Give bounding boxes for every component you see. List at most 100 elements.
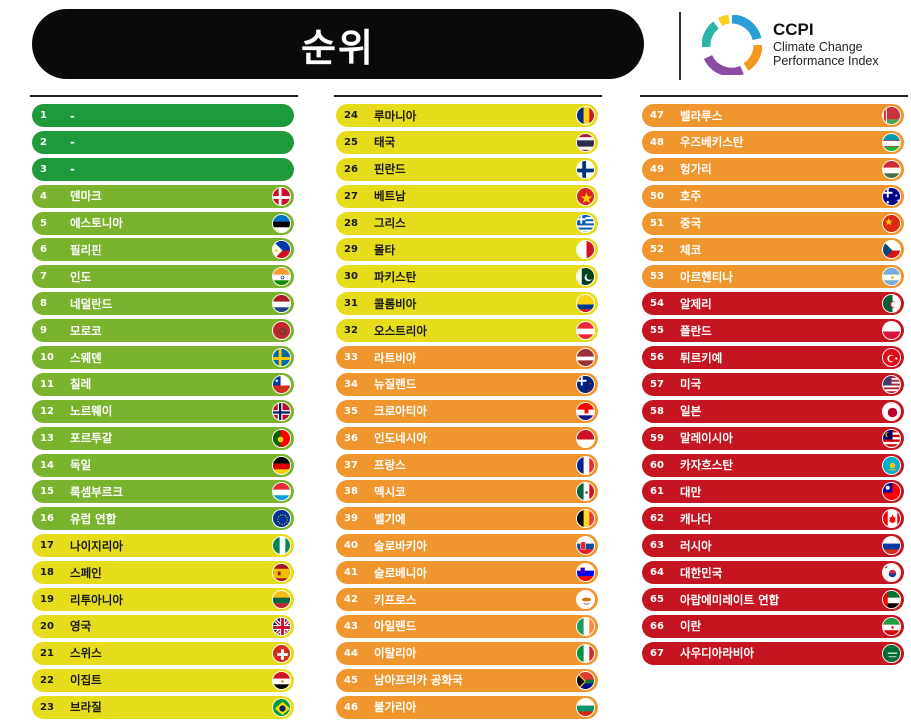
ranking-row: 25 태국 — [336, 130, 598, 154]
ranking-row: 7 인도 — [32, 265, 294, 289]
ranking-row: 26 핀란드 — [336, 157, 598, 181]
rank-number: 25 — [344, 136, 358, 148]
turkey-flag-icon — [882, 348, 901, 368]
ranking-row: 61 대만 — [642, 480, 904, 504]
country-name: 뉴질랜드 — [374, 377, 417, 392]
rank-number: 58 — [650, 405, 664, 417]
country-name: 벨라루스 — [680, 108, 723, 123]
country-name: 스웨덴 — [70, 350, 102, 365]
rank-number: 14 — [40, 459, 54, 471]
column-rule-1 — [30, 95, 298, 97]
ranking-row: 28 그리스 — [336, 211, 598, 235]
country-name: 네덜란드 — [70, 296, 113, 311]
rank-number: 37 — [344, 459, 358, 471]
ranking-row: 11 칠레 — [32, 372, 294, 396]
japan-flag-icon — [882, 401, 901, 421]
country-name: 베트남 — [374, 189, 406, 204]
ranking-row: 3- — [32, 157, 294, 181]
ranking-row: 14 독일 — [32, 453, 294, 477]
rank-number: 46 — [344, 701, 358, 713]
argentina-flag-icon — [882, 267, 901, 287]
colombia-flag-icon — [576, 294, 595, 314]
page-title: 순위 — [301, 25, 375, 70]
rank-number: 66 — [650, 620, 664, 632]
slovenia-flag-icon — [576, 563, 595, 583]
country-name: 아랍에미레이트 연합 — [680, 592, 780, 607]
country-name: 인도네시아 — [374, 431, 427, 446]
rank-number: 65 — [650, 594, 664, 606]
rank-number: 51 — [650, 217, 664, 229]
rank-number: 38 — [344, 486, 358, 498]
rank-number: 57 — [650, 378, 664, 390]
rank-number: 43 — [344, 620, 358, 632]
poland-flag-icon — [882, 321, 901, 341]
rank-number: 19 — [40, 594, 54, 606]
ranking-row: 8 네덜란드 — [32, 292, 294, 316]
country-name: 라트비아 — [374, 350, 417, 365]
estonia-flag-icon — [272, 213, 291, 233]
ranking-row: 6 필리핀 — [32, 238, 294, 262]
rank-number: 5 — [40, 217, 47, 229]
luxembourg-flag-icon — [272, 482, 291, 502]
rank-number: 48 — [650, 136, 664, 148]
rank-number: 35 — [344, 405, 358, 417]
ranking-row: 10 스웨덴 — [32, 346, 294, 370]
country-name: 핀란드 — [374, 162, 406, 177]
spain-flag-icon — [272, 563, 291, 583]
new-zealand-flag-icon — [576, 374, 595, 394]
ranking-row: 23 브라질 — [32, 695, 294, 719]
country-name: 사우디아라비아 — [680, 646, 755, 661]
rank-number: 1 — [40, 110, 47, 121]
ireland-flag-icon — [576, 616, 595, 636]
uae-flag-icon — [882, 590, 901, 610]
ranking-row: 31 콜롬비아 — [336, 292, 598, 316]
italy-flag-icon — [576, 643, 595, 663]
country-name: 말레이시아 — [680, 431, 733, 446]
morocco-flag-icon — [272, 321, 291, 341]
country-name: 불가리아 — [374, 700, 417, 715]
netherlands-flag-icon — [272, 294, 291, 314]
rank-number: 22 — [40, 674, 54, 686]
ranking-row: 55 폴란드 — [642, 319, 904, 343]
ranking-row: 40 슬로바키아 — [336, 534, 598, 558]
thailand-flag-icon — [576, 132, 595, 152]
philippines-flag-icon — [272, 240, 291, 260]
ranking-row: 44 이탈리아 — [336, 641, 598, 665]
country-name: 크로아티아 — [374, 404, 427, 419]
ranking-row: 13 포르투갈 — [32, 426, 294, 450]
hungary-flag-icon — [882, 159, 901, 179]
ranking-row: 24 루마니아 — [336, 104, 598, 127]
south-africa-flag-icon — [576, 670, 595, 690]
country-name: - — [70, 108, 75, 123]
rank-number: 21 — [40, 647, 54, 659]
ranking-row: 21 스위스 — [32, 641, 294, 665]
rank-number: 32 — [344, 325, 358, 337]
rank-number: 30 — [344, 271, 358, 283]
rank-number: 10 — [40, 352, 54, 364]
country-name: 우즈베키스탄 — [680, 135, 744, 150]
rank-number: 12 — [40, 405, 54, 417]
ranking-row: 5 에스토니아 — [32, 211, 294, 235]
canada-flag-icon — [882, 509, 901, 529]
rank-number: 28 — [344, 217, 358, 229]
ranking-row: 63 러시아 — [642, 534, 904, 558]
ranking-row: 15 룩셈부르크 — [32, 480, 294, 504]
switzerland-flag-icon — [272, 643, 291, 663]
column-rule-3 — [640, 95, 908, 97]
ranking-row: 67 사우디아라비아 — [642, 641, 904, 665]
brazil-flag-icon — [272, 697, 291, 717]
country-name: 필리핀 — [70, 242, 102, 257]
latvia-flag-icon — [576, 348, 595, 368]
rank-number: 41 — [344, 567, 358, 579]
rank-number: 50 — [650, 190, 664, 202]
country-name: 튀르키예 — [680, 350, 723, 365]
mexico-flag-icon — [576, 482, 595, 502]
ranking-row: 39 벨기에 — [336, 507, 598, 531]
rank-number: 16 — [40, 513, 54, 525]
rank-number: 34 — [344, 378, 358, 390]
ranking-row: 12 노르웨이 — [32, 399, 294, 423]
country-name: 멕시코 — [374, 484, 406, 499]
taiwan-flag-icon — [882, 482, 901, 502]
norway-flag-icon — [272, 401, 291, 421]
country-name: 아르헨티나 — [680, 269, 733, 284]
